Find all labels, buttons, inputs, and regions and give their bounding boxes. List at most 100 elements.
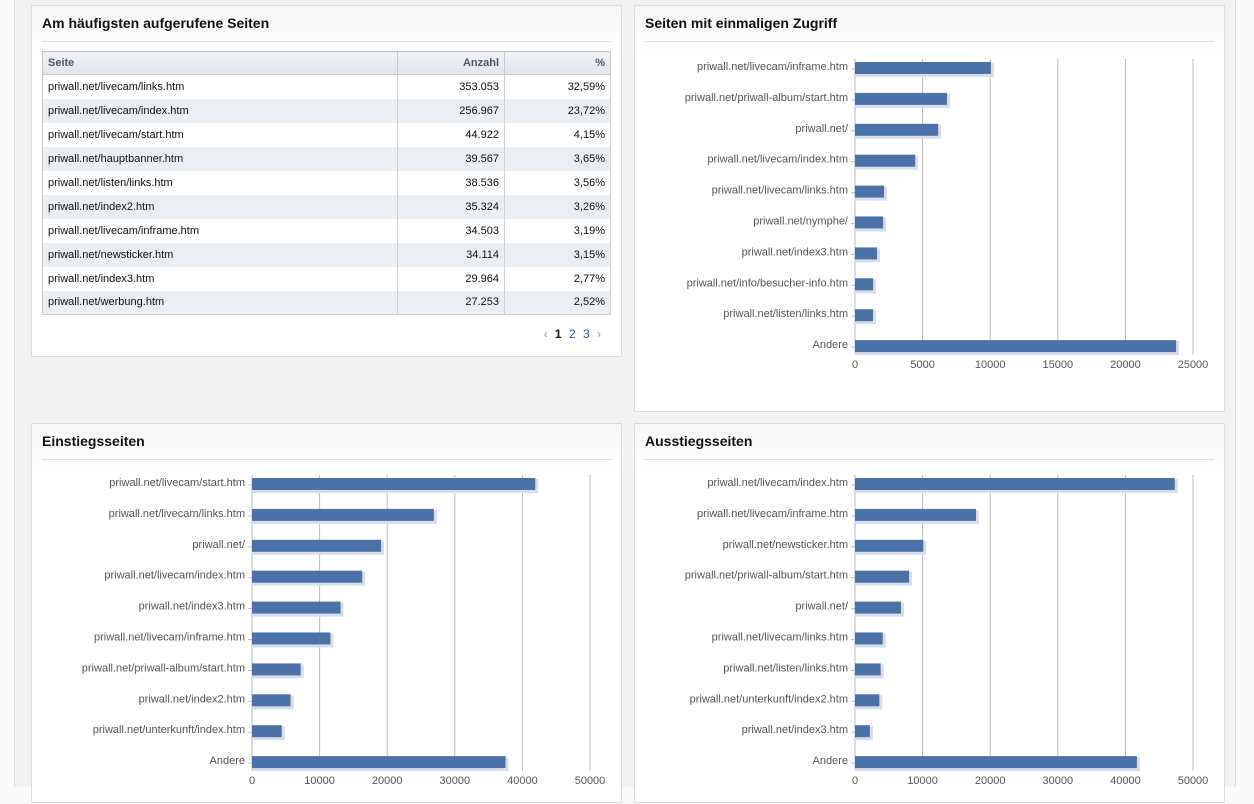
percent-cell: 32,59% <box>504 74 611 99</box>
y-category-label: priwall.net/newsticker.htm <box>723 539 848 551</box>
y-category-label: priwall.net/nymphe/ <box>753 216 849 228</box>
bar[interactable] <box>855 632 883 645</box>
next-page-button[interactable]: › <box>597 327 601 341</box>
bar[interactable] <box>855 508 977 521</box>
bar[interactable] <box>252 632 331 645</box>
table-row[interactable]: priwall.net/newsticker.htm 34.114 3,15% <box>42 242 611 267</box>
x-tick-label: 20000 <box>1110 359 1141 371</box>
x-tick-label: 40000 <box>507 775 538 787</box>
y-category-label: priwall.net/livecam/inframe.htm <box>94 632 245 644</box>
y-category-label: Andere <box>813 339 848 351</box>
page-cell: priwall.net/index3.htm <box>42 266 398 291</box>
count-cell: 34.114 <box>397 242 505 267</box>
entry-pages-chart: 0 10000 20000 30000 40000 50000 priwall.net/li… <box>82 475 606 787</box>
count-cell: 35.324 <box>397 194 505 219</box>
y-category-label: priwall.net/livecam/links.htm <box>109 508 245 520</box>
divider <box>645 41 1214 42</box>
count-cell: 34.503 <box>397 218 505 243</box>
prev-page-button[interactable]: ‹ <box>543 327 548 341</box>
count-cell: 38.536 <box>397 170 505 195</box>
x-tick-label: 10000 <box>975 359 1006 371</box>
page-2-button[interactable]: 2 <box>568 327 576 341</box>
top-pages-table: Seite Anzahl % priwall.net/livecam/links… <box>42 51 611 315</box>
x-tick-label: 25000 <box>1178 359 1209 371</box>
percent-cell: 3,15% <box>504 242 611 267</box>
y-category-label: Andere <box>813 755 848 767</box>
x-tick-label: 50000 <box>1178 775 1209 787</box>
x-tick-label: 10000 <box>907 775 938 787</box>
page-1-button[interactable]: 1 <box>554 327 562 341</box>
y-category-label: priwall.net/livecam/inframe.htm <box>697 508 848 520</box>
page-cell: priwall.net/hauptbanner.htm <box>42 146 398 171</box>
bar[interactable] <box>855 123 939 136</box>
bar[interactable] <box>855 154 916 167</box>
bar[interactable] <box>855 216 884 229</box>
page-cell: priwall.net/livecam/start.htm <box>42 122 398 147</box>
panel-title: Einstiegsseiten <box>42 433 145 449</box>
table-row[interactable]: priwall.net/livecam/start.htm 44.922 4,15% <box>42 122 611 147</box>
count-cell: 27.253 <box>397 290 505 315</box>
y-category-label: priwall.net/priwall-album/start.htm <box>685 92 848 104</box>
bar[interactable] <box>855 539 924 552</box>
percent-cell: 3,65% <box>504 146 611 171</box>
count-cell: 44.922 <box>397 122 505 147</box>
page-3-button[interactable]: 3 <box>582 327 590 341</box>
y-category-label: priwall.net/ <box>795 601 849 613</box>
table-row[interactable]: priwall.net/livecam/index.htm 256.967 23,7… <box>42 98 611 123</box>
top-pages-panel: Am häufigsten aufgerufene Seiten Seite A… <box>31 5 622 357</box>
bar[interactable] <box>855 185 885 198</box>
column-header-seite[interactable]: Seite <box>42 51 398 75</box>
bar[interactable] <box>855 694 880 707</box>
column-header-percent[interactable]: % <box>504 51 611 75</box>
bar[interactable] <box>855 92 947 105</box>
x-tick-label: 10000 <box>304 775 335 787</box>
count-cell: 353.053 <box>397 74 505 99</box>
bar[interactable] <box>252 508 434 521</box>
y-category-label: priwall.net/livecam/links.htm <box>712 185 848 197</box>
bar[interactable] <box>855 663 881 676</box>
x-tick-label: 30000 <box>1043 775 1074 787</box>
y-category-label: priwall.net/info/besucher-info.htm <box>687 277 848 289</box>
column-header-anzahl[interactable]: Anzahl <box>397 51 505 75</box>
percent-cell: 4,15% <box>504 122 611 147</box>
bar[interactable] <box>252 539 382 552</box>
table-row[interactable]: priwall.net/index3.htm 29.964 2,77% <box>42 266 611 291</box>
page-cell: priwall.net/listen/links.htm <box>42 170 398 195</box>
count-cell: 256.967 <box>397 98 505 123</box>
bar[interactable] <box>252 694 291 707</box>
table-row[interactable]: priwall.net/index2.htm 35.324 3,26% <box>42 194 611 219</box>
table-row[interactable]: priwall.net/hauptbanner.htm 39.567 3,65% <box>42 146 611 171</box>
bar[interactable] <box>252 756 506 769</box>
y-category-label: priwall.net/livecam/index.htm <box>707 477 848 489</box>
bar[interactable] <box>855 570 910 583</box>
bar[interactable] <box>855 278 874 291</box>
x-tick-label: 0 <box>852 775 858 787</box>
y-category-label: priwall.net/unterkunft/index2.htm <box>690 693 848 705</box>
divider <box>42 459 611 460</box>
table-row[interactable]: priwall.net/werbung.htm 27.253 2,52% <box>42 290 611 315</box>
percent-cell: 3,26% <box>504 194 611 219</box>
bar[interactable] <box>855 340 1177 353</box>
bar[interactable] <box>252 663 301 676</box>
bar[interactable] <box>855 601 901 614</box>
bar[interactable] <box>252 725 282 738</box>
bar[interactable] <box>252 478 536 490</box>
bar[interactable] <box>855 725 870 738</box>
bar[interactable] <box>252 570 363 583</box>
panel-title: Seiten mit einmaligen Zugriff <box>645 15 838 31</box>
page-cell: priwall.net/newsticker.htm <box>42 242 398 267</box>
y-category-label: priwall.net/priwall-album/start.htm <box>685 570 848 582</box>
bar[interactable] <box>855 478 1175 490</box>
table-row[interactable]: priwall.net/listen/links.htm 38.536 3,56% <box>42 170 611 195</box>
y-category-label: Andere <box>210 755 245 767</box>
table-row[interactable]: priwall.net/livecam/inframe.htm 34.503 3,1… <box>42 218 611 243</box>
bar[interactable] <box>855 62 991 74</box>
bar[interactable] <box>252 601 341 614</box>
table-row[interactable]: priwall.net/livecam/links.htm 353.053 32,5… <box>42 74 611 99</box>
y-category-label: priwall.net/index3.htm <box>742 724 848 736</box>
bar[interactable] <box>855 756 1137 769</box>
y-category-label: priwall.net/livecam/start.htm <box>109 477 245 489</box>
bar[interactable] <box>855 247 878 260</box>
x-tick-label: 50000 <box>575 775 606 787</box>
bar[interactable] <box>855 309 873 322</box>
